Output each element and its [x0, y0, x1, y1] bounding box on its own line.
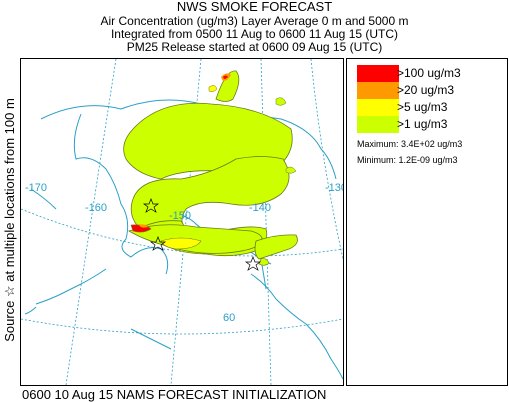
legend-item-20: >20 ug/m3: [357, 82, 507, 99]
smoke-contours: [123, 70, 298, 266]
integration-period: Integrated from 0500 11 Aug to 0600 11 A…: [110, 27, 399, 41]
lon-label-140: -140: [249, 202, 271, 214]
lon-label-150: -150: [169, 210, 191, 222]
map-title: NWS SMOKE FORECAST: [176, 0, 333, 14]
legend-swatch: [357, 116, 399, 133]
legend-swatch: [357, 99, 399, 116]
legend-swatch: [357, 82, 399, 99]
legend-minimum: Minimum: 1.2E-09 ug/m3: [357, 155, 458, 165]
release-info: PM25 Release started at 0600 09 Aug 15 (…: [126, 40, 383, 54]
legend-item-5: >5 ug/m3: [357, 99, 507, 116]
smoke-map: -170 -160 -150 -140 -130 60: [20, 58, 344, 386]
source-side-label: Source ☆ at multiple locations from 100 …: [2, 98, 17, 342]
legend-label: >1 ug/m3: [397, 117, 448, 131]
graticule: [21, 59, 343, 385]
legend-item-1: >1 ug/m3: [357, 116, 507, 133]
lon-label-170: -170: [25, 182, 47, 194]
legend: >100 ug/m3 >20 ug/m3 >5 ug/m3 >1 ug/m3 M…: [346, 58, 508, 386]
legend-label: >20 ug/m3: [397, 83, 455, 97]
lon-label-160: -160: [85, 202, 107, 214]
legend-label: >5 ug/m3: [397, 100, 448, 114]
source-star-icon: [142, 198, 262, 271]
map-canvas: -170 -160 -150 -140 -130 60: [21, 59, 343, 385]
legend-swatch: [357, 65, 399, 82]
legend-item-100: >100 ug/m3: [357, 65, 507, 82]
legend-maximum: Maximum: 3.4E+02 ug/m3: [357, 139, 463, 149]
legend-label: >100 ug/m3: [397, 66, 461, 80]
lat-label-60: 60: [223, 312, 235, 324]
concentration-description: Air Concentration (ug/m3) Layer Average …: [100, 14, 409, 28]
forecast-initialization: 0600 10 Aug 15 NAMS FORECAST INITIALIZAT…: [22, 387, 327, 402]
lon-label-130: -130: [325, 182, 343, 194]
